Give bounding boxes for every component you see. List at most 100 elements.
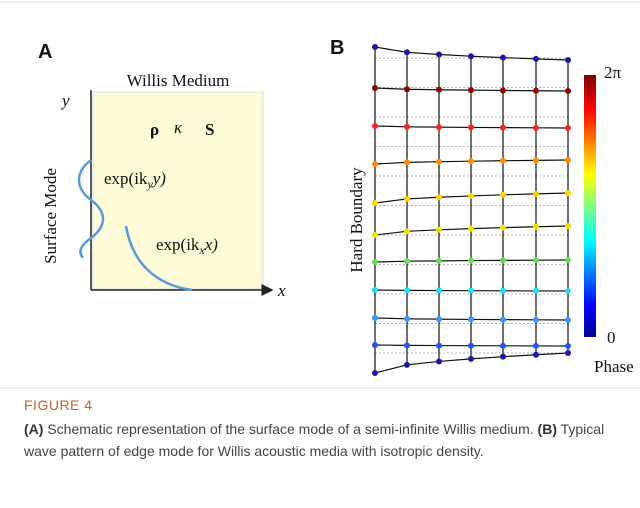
- node: [436, 158, 442, 165]
- node: [500, 316, 506, 323]
- node: [372, 315, 378, 321]
- node: [500, 257, 506, 264]
- medium: [92, 91, 264, 290]
- node: [565, 223, 571, 229]
- axis-label: x: [277, 281, 286, 300]
- node: [436, 226, 442, 233]
- node: [436, 342, 442, 349]
- side-label: Surface Mode: [41, 168, 60, 264]
- node: [565, 288, 571, 294]
- node: [565, 343, 571, 349]
- node: [436, 358, 442, 365]
- node: [404, 228, 410, 235]
- node: [533, 124, 539, 131]
- node: [565, 157, 571, 163]
- node: [565, 190, 571, 196]
- node: [404, 342, 410, 349]
- node: [468, 124, 474, 131]
- node: [533, 287, 539, 294]
- node: [500, 353, 506, 360]
- node: [372, 200, 378, 206]
- node: [565, 88, 571, 94]
- figure: A y x Willis Medium ρ κ S Surface Mode e…: [0, 1, 640, 389]
- node: [468, 287, 474, 294]
- node: [404, 195, 410, 202]
- surface-wave: [77, 159, 105, 259]
- node: [533, 342, 539, 349]
- mode-grid: [372, 44, 571, 376]
- node: [372, 161, 378, 167]
- node: [468, 257, 474, 264]
- colorbar-label: 0: [607, 328, 616, 347]
- node: [404, 159, 410, 166]
- symbol: S: [205, 120, 214, 139]
- node: [533, 316, 539, 323]
- node: [372, 232, 378, 238]
- node: [468, 316, 474, 323]
- node: [533, 190, 539, 197]
- node: [436, 257, 442, 264]
- node: [404, 49, 410, 56]
- caption-tag: (B): [537, 421, 557, 437]
- node: [468, 87, 474, 94]
- side-label: Hard Boundary: [347, 167, 366, 273]
- node: [533, 87, 539, 94]
- colorbar-label: 2π: [604, 63, 622, 82]
- node: [436, 194, 442, 201]
- node: [500, 224, 506, 231]
- node: [372, 123, 378, 129]
- node: [404, 86, 410, 93]
- node: [436, 287, 442, 294]
- node: [533, 55, 539, 62]
- figure-label: FIGURE 4: [24, 397, 93, 413]
- node: [565, 317, 571, 323]
- title: Willis Medium: [127, 71, 230, 90]
- node: [468, 53, 474, 60]
- node: [372, 44, 378, 50]
- node: [404, 361, 410, 368]
- node: [500, 157, 506, 164]
- node: [565, 125, 571, 131]
- node: [468, 158, 474, 165]
- decay-curve: [124, 225, 193, 292]
- node: [533, 157, 539, 164]
- symbol: κ: [174, 118, 183, 137]
- symbol: ρ: [150, 120, 159, 139]
- node: [436, 124, 442, 131]
- node: [372, 287, 378, 293]
- node: [468, 225, 474, 232]
- node: [404, 123, 410, 130]
- caption-tag: (A): [24, 421, 44, 437]
- node: [500, 87, 506, 94]
- node: [500, 54, 506, 61]
- node: [468, 355, 474, 362]
- node: [500, 124, 506, 131]
- wave-label: exp(ikyy): [104, 169, 166, 191]
- node: [372, 85, 378, 91]
- caption-text: Schematic representation of the surface …: [43, 421, 538, 437]
- node: [533, 257, 539, 264]
- node: [436, 86, 442, 93]
- node: [533, 351, 539, 358]
- node: [404, 258, 410, 265]
- node: [436, 316, 442, 323]
- node: [500, 342, 506, 349]
- node: [500, 287, 506, 294]
- panel-letter: B: [330, 37, 344, 59]
- axis-label: y: [60, 91, 70, 110]
- node: [372, 259, 378, 265]
- node: [404, 287, 410, 294]
- colorbar: [584, 75, 596, 337]
- wave-label: exp(ikxx): [156, 235, 218, 257]
- caption: FIGURE 4 (A) Schematic representation of…: [24, 394, 624, 462]
- node: [500, 191, 506, 198]
- node: [436, 51, 442, 58]
- node: [468, 342, 474, 349]
- panel-letter: A: [38, 41, 52, 63]
- node: [533, 223, 539, 230]
- node: [404, 315, 410, 322]
- node: [565, 257, 571, 263]
- node: [372, 370, 378, 376]
- node: [372, 342, 378, 348]
